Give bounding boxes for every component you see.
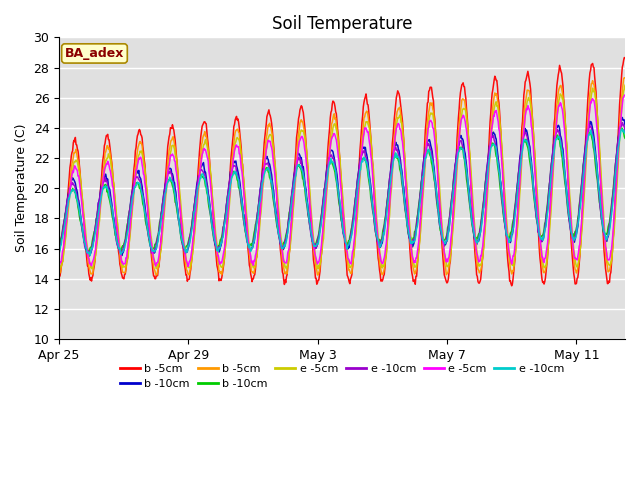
Legend: b -5cm, b -10cm, b -5cm, b -10cm, e -5cm, e -10cm, e -5cm, e -10cm: b -5cm, b -10cm, b -5cm, b -10cm, e -5cm…	[116, 360, 568, 394]
Text: BA_adex: BA_adex	[65, 47, 124, 60]
Y-axis label: Soil Temperature (C): Soil Temperature (C)	[15, 124, 28, 252]
Title: Soil Temperature: Soil Temperature	[272, 15, 412, 33]
